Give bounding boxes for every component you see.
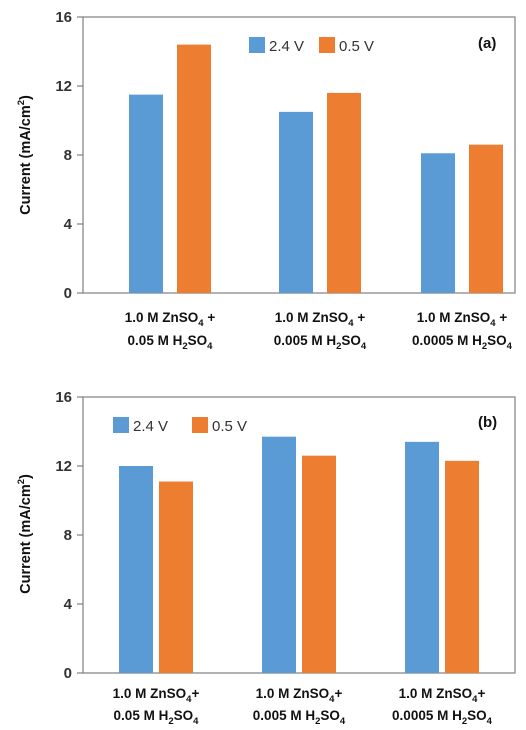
x-tick-label-line2: 0.005 M H2SO4 (253, 708, 346, 727)
x-tick-label-line2: 0.05 M H2SO4 (114, 708, 200, 727)
y-axis-label: Current (mA/cm2) (16, 95, 34, 215)
bar-05V-0 (159, 481, 193, 673)
legend-label: 0.5 V (339, 38, 374, 55)
panel-label: (a) (478, 35, 496, 52)
x-tick-label-line1: 1.0 M ZnSO4+ (113, 686, 200, 705)
y-tick-label: 16 (55, 389, 72, 406)
legend-swatch (113, 417, 129, 433)
bar-24V-2 (421, 153, 455, 293)
y-tick-label: 4 (64, 216, 73, 233)
legend-swatch (319, 37, 335, 53)
legend-label: 2.4 V (133, 418, 168, 435)
bar-05V-0 (177, 44, 211, 293)
bar-24V-0 (119, 466, 153, 673)
x-tick-label-line1: 1.0 M ZnSO4+ (399, 686, 486, 705)
y-tick-label: 0 (64, 285, 72, 302)
chart-panel: 0 4 8 12 16 1.0 M ZnSO4 + 0.05 M H2SO4 1.0 M Zn… (16, 9, 516, 352)
y-tick-label: 8 (64, 527, 72, 544)
bar-05V-1 (302, 455, 336, 673)
x-tick-label-line2: 0.0005 M H2SO4 (392, 708, 493, 727)
legend-swatch (249, 37, 265, 53)
bar-24V-1 (262, 436, 296, 673)
panel-label: (b) (478, 414, 497, 431)
legend-label: 0.5 V (212, 418, 247, 435)
legend-label: 2.4 V (269, 38, 304, 55)
x-tick-label-line1: 1.0 M ZnSO4 + (125, 310, 216, 329)
bar-05V-2 (445, 460, 479, 673)
y-tick-label: 16 (55, 9, 72, 26)
bar-24V-0 (129, 94, 163, 293)
x-tick-label-line2: 0.0005 M H2SO4 (412, 333, 513, 352)
y-tick-label: 0 (64, 665, 72, 682)
x-tick-label-line1: 1.0 M ZnSO4 + (417, 310, 508, 329)
chart-panel: 0 4 8 12 16 1.0 M ZnSO4+ 0.05 M H2SO4 1.0 M ZnS… (16, 389, 516, 727)
y-tick-label: 12 (55, 78, 72, 95)
x-tick-label-line1: 1.0 M ZnSO4 + (275, 310, 366, 329)
bar-05V-1 (327, 92, 361, 294)
y-tick-label: 12 (55, 458, 72, 475)
bar-24V-2 (405, 441, 439, 673)
bar-24V-1 (279, 111, 313, 293)
y-axis-label: Current (mA/cm2) (16, 474, 34, 594)
x-tick-label-line2: 0.005 M H2SO4 (274, 333, 367, 352)
x-tick-label-line2: 0.05 M H2SO4 (128, 333, 214, 352)
y-tick-label: 8 (64, 147, 72, 164)
bar-05V-2 (469, 144, 503, 293)
legend-swatch (192, 417, 208, 433)
x-tick-label-line1: 1.0 M ZnSO4+ (256, 686, 343, 705)
y-tick-label: 4 (64, 596, 73, 613)
